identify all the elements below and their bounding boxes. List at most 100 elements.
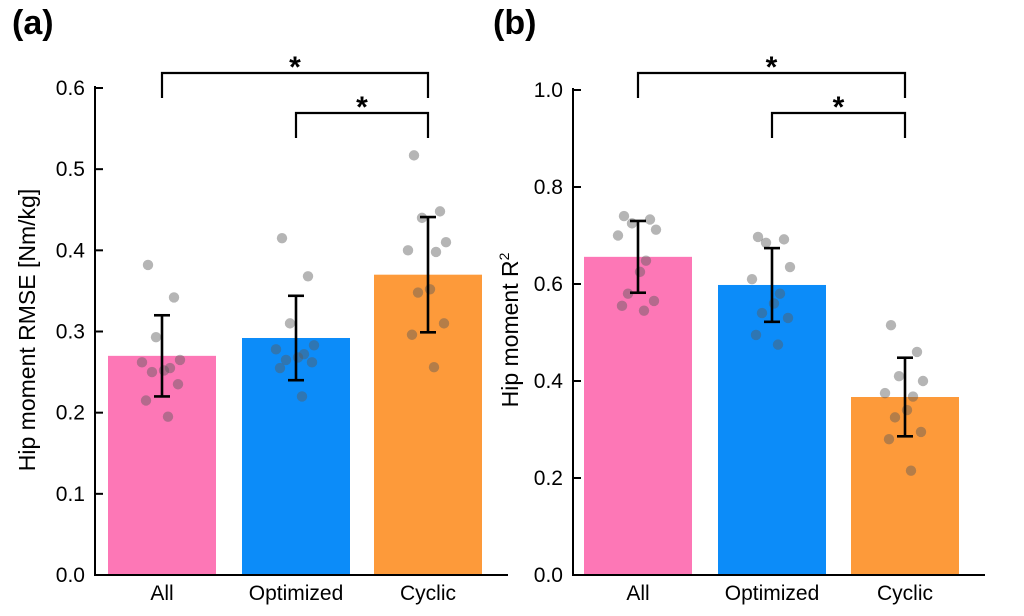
data-point-a-optimized: [284, 318, 296, 329]
data-point-a-optimized: [292, 352, 304, 363]
data-point-b-cyclic: [883, 434, 895, 445]
data-point-a-cyclic: [408, 150, 420, 161]
x-tick-label-b-cyclic: Cyclic: [877, 582, 933, 605]
data-point-a-cyclic: [424, 284, 436, 295]
data-point-b-cyclic: [889, 412, 901, 423]
x-tick-label-a-cyclic: Cyclic: [400, 582, 456, 605]
data-point-a-all: [146, 366, 158, 378]
x-tick-label-a-all: All: [150, 582, 173, 605]
data-point-b-optimized: [784, 261, 796, 273]
panel-b-ylabel: Hip moment R2: [496, 252, 523, 407]
data-point-a-cyclic: [406, 329, 418, 340]
y-tick-label-b: 0.2: [534, 467, 563, 490]
bar-b-optimized: [718, 284, 826, 575]
y-tick-label-a: 0.2: [56, 402, 85, 425]
data-point-b-optimized: [752, 231, 764, 243]
panel-b-chart: 0.0 0.2 0.4 0.6 0.8 1.0 All Optimized Cyclic * *: [534, 51, 985, 605]
bar-b-all: [584, 256, 692, 575]
data-point-b-cyclic: [911, 346, 923, 358]
significance-bracket-a: [294, 111, 430, 138]
y-tick-label-b: 1.0: [534, 79, 563, 102]
data-point-b-cyclic: [901, 404, 913, 416]
y-tick-label-a: 0.6: [56, 77, 85, 100]
data-point-a-cyclic: [440, 237, 452, 248]
data-point-b-cyclic: [905, 465, 917, 476]
data-point-b-all: [650, 224, 662, 235]
data-point-a-all: [162, 411, 174, 422]
data-point-b-optimized: [750, 329, 762, 341]
x-tick-label-a-optimized: Optimized: [249, 582, 344, 605]
bracket-line: [160, 71, 430, 98]
data-point-a-cyclic: [434, 206, 446, 217]
data-point-b-optimized: [756, 307, 768, 319]
data-point-b-all: [644, 214, 656, 225]
x-tick-label-b-all: All: [626, 582, 649, 605]
significance-star-a: *: [289, 51, 301, 84]
data-point-b-all: [638, 305, 650, 316]
panel-b-ylabel-sup: 2: [496, 252, 512, 260]
data-point-a-all: [158, 365, 170, 376]
y-tick-label-b: 0.0: [534, 564, 563, 587]
error-bar-b-all: [630, 219, 646, 295]
data-point-a-cyclic: [428, 362, 440, 373]
data-point-b-cyclic: [917, 375, 929, 387]
panel-b-ylabel-main: Hip moment R: [497, 260, 523, 407]
data-point-b-optimized: [768, 298, 780, 309]
y-tick-label-b: 0.6: [534, 273, 563, 296]
error-bar-b-cyclic: [897, 356, 913, 438]
data-point-b-all: [612, 230, 624, 241]
error-bar-a-optimized: [288, 294, 304, 382]
data-point-b-optimized: [774, 288, 786, 299]
data-point-a-optimized: [308, 340, 320, 351]
y-tick-label-b: 0.8: [534, 176, 563, 199]
data-point-a-optimized: [296, 391, 308, 402]
y-tick-label-a: 0.3: [56, 321, 85, 344]
data-point-b-optimized: [746, 273, 758, 285]
data-point-b-optimized: [782, 312, 794, 324]
bracket-line: [294, 111, 430, 138]
data-point-b-all: [648, 295, 660, 307]
data-point-b-cyclic: [907, 391, 919, 402]
data-point-a-all: [136, 357, 148, 368]
data-point-a-optimized: [306, 357, 318, 368]
data-point-a-all: [172, 379, 184, 390]
data-point-a-all: [164, 362, 176, 374]
data-point-b-optimized: [778, 234, 790, 245]
data-point-a-all: [140, 395, 152, 406]
y-tick-label-a: 0.0: [56, 564, 85, 587]
data-point-a-all: [168, 292, 180, 303]
error-bar-b-optimized: [764, 246, 780, 324]
data-point-b-all: [618, 210, 630, 222]
error-bar-a-all: [154, 313, 170, 398]
panel-a-ylabel: Hip moment RMSE [Nm/kg]: [14, 189, 40, 471]
data-point-a-optimized: [276, 232, 288, 244]
y-tick-label-a: 0.4: [56, 239, 86, 262]
panel-a-chart: 0.0 0.1 0.2 0.3 0.4 0.5 0.6 All Optimized Cyclic *…: [56, 51, 508, 605]
data-point-b-cyclic: [879, 387, 891, 399]
data-point-b-all: [634, 266, 646, 278]
y-tick-label-a: 0.5: [56, 158, 85, 181]
error-bar-a-cyclic: [420, 215, 436, 334]
data-point-b-all: [640, 255, 652, 266]
data-point-b-all: [622, 288, 634, 299]
data-point-a-cyclic: [438, 318, 450, 329]
data-point-a-optimized: [298, 349, 310, 360]
bracket-line: [636, 71, 907, 98]
data-point-a-cyclic: [412, 287, 424, 298]
data-point-b-cyclic: [893, 370, 905, 382]
data-point-a-optimized: [274, 362, 286, 374]
significance-bracket-b: [770, 111, 907, 138]
data-point-a-cyclic: [402, 245, 414, 256]
significance-star-a: *: [356, 91, 368, 124]
significance-star-b: *: [833, 91, 845, 124]
panel-b-label: (b): [493, 4, 536, 42]
significance-bracket-b: [636, 71, 907, 98]
y-tick-label-b: 0.4: [534, 370, 564, 393]
data-point-a-optimized: [280, 354, 292, 366]
significance-bracket-a: [160, 71, 430, 98]
data-point-b-optimized: [760, 237, 772, 248]
data-point-a-optimized: [302, 271, 314, 282]
x-tick-label-b-optimized: Optimized: [725, 582, 820, 605]
data-point-a-cyclic: [430, 246, 442, 258]
y-tick-label-a: 0.1: [56, 483, 85, 506]
